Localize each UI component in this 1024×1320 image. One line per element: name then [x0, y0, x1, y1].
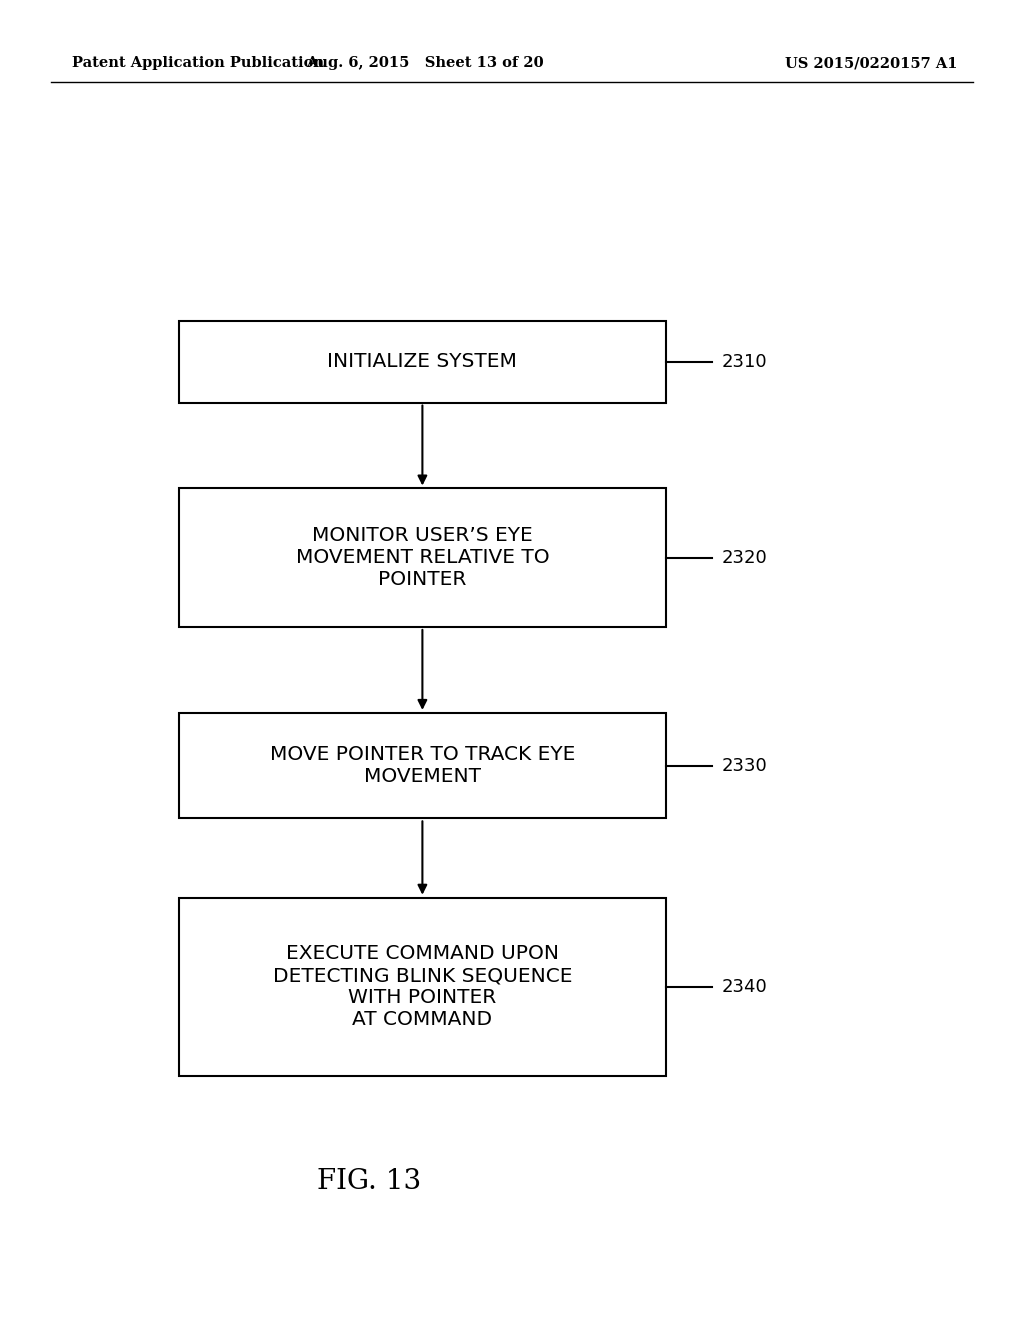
Text: US 2015/0220157 A1: US 2015/0220157 A1 [785, 57, 957, 70]
Bar [179, 488, 666, 627]
Text: FIG. 13: FIG. 13 [316, 1168, 421, 1195]
Bar [179, 713, 666, 818]
Text: 2340: 2340 [722, 978, 768, 995]
Text: INITIALIZE SYSTEM: INITIALIZE SYSTEM [328, 352, 517, 371]
Text: 2320: 2320 [722, 549, 768, 566]
Bar [179, 321, 666, 403]
Text: Aug. 6, 2015   Sheet 13 of 20: Aug. 6, 2015 Sheet 13 of 20 [306, 57, 544, 70]
Bar [179, 898, 666, 1076]
Text: MONITOR USER’S EYE
MOVEMENT RELATIVE TO
POINTER: MONITOR USER’S EYE MOVEMENT RELATIVE TO … [296, 527, 549, 589]
Text: Patent Application Publication: Patent Application Publication [72, 57, 324, 70]
Text: EXECUTE COMMAND UPON
DETECTING BLINK SEQUENCE
WITH POINTER
AT COMMAND: EXECUTE COMMAND UPON DETECTING BLINK SEQ… [272, 944, 572, 1030]
Text: 2330: 2330 [722, 756, 768, 775]
Text: 2310: 2310 [722, 352, 768, 371]
Text: MOVE POINTER TO TRACK EYE
MOVEMENT: MOVE POINTER TO TRACK EYE MOVEMENT [269, 744, 575, 787]
